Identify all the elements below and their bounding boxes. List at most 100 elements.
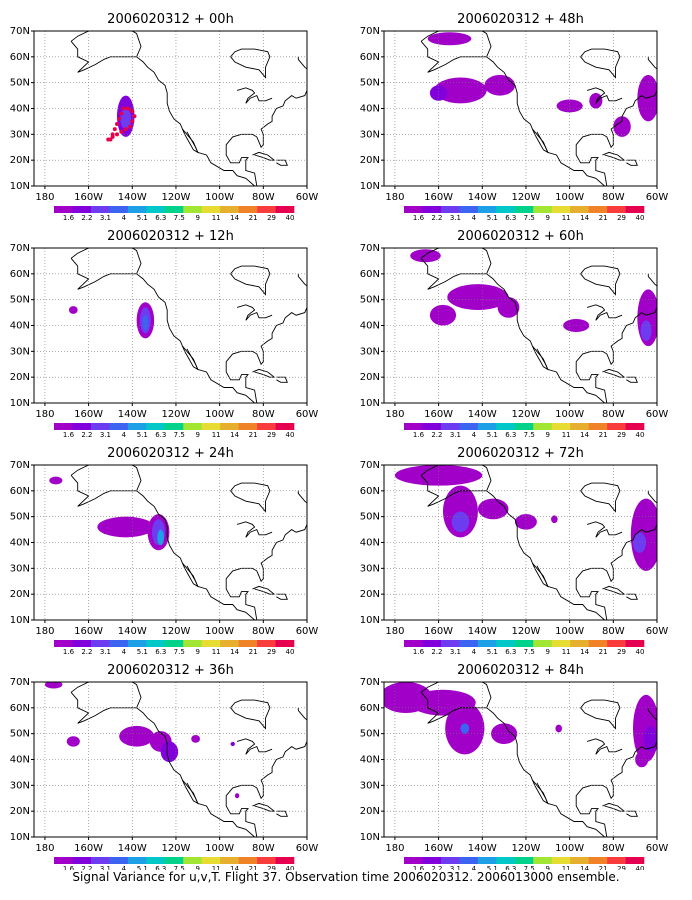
lon-label: 160W bbox=[74, 409, 103, 420]
coastline-hudson-bay bbox=[580, 48, 621, 79]
coastline-west-coast bbox=[486, 490, 607, 620]
colorbar-label: 11 bbox=[562, 648, 571, 656]
lon-label: 140W bbox=[468, 843, 497, 854]
colorbar-swatch bbox=[164, 640, 184, 647]
coastline-gulf-coast bbox=[575, 490, 657, 620]
colorbar-label: 4 bbox=[472, 214, 477, 222]
lon-label: 60W bbox=[296, 192, 319, 203]
lat-label: 10N bbox=[360, 398, 380, 409]
colorbar-swatch bbox=[201, 640, 221, 647]
lon-label: 80W bbox=[602, 192, 625, 203]
colorbar-label: 6.3 bbox=[155, 431, 166, 439]
colorbar-label: 5.1 bbox=[487, 648, 498, 656]
colorbar-swatch bbox=[551, 857, 571, 864]
coastline-west-coast bbox=[136, 56, 257, 186]
colorbar-swatch bbox=[220, 857, 239, 864]
coastline-baja bbox=[532, 563, 549, 588]
colorbar-swatch bbox=[72, 640, 92, 647]
variance-region bbox=[447, 284, 509, 311]
observation-point bbox=[112, 127, 117, 132]
variance-region bbox=[394, 465, 483, 486]
map-panel-12h: 2006020312 + 12h 70N 60N 50N 40N 30N 20N 10N 180… bbox=[10, 229, 319, 439]
colorbar-swatch bbox=[422, 423, 442, 430]
coastline-baja bbox=[182, 129, 199, 154]
colorbar-swatch bbox=[422, 206, 442, 213]
coastline-hudson-bay bbox=[580, 482, 621, 513]
coastline-baja bbox=[532, 129, 549, 154]
observation-point bbox=[119, 129, 124, 134]
variance-region bbox=[191, 734, 200, 743]
colorbar-label: 3.1 bbox=[450, 648, 461, 656]
colorbar-label: 5.1 bbox=[137, 648, 148, 656]
colorbar: 1.6 2.2 3.1 4 5.1 6.3 7.5 9 11 14 21 29 40 bbox=[54, 857, 294, 870]
colorbar-label: 21 bbox=[599, 865, 608, 870]
colorbar-label: 1.6 bbox=[413, 214, 425, 222]
lat-label: 70N bbox=[360, 243, 380, 254]
variance-region bbox=[515, 514, 537, 530]
coastline-gulf-coast bbox=[225, 490, 307, 620]
colorbar-swatch bbox=[201, 206, 221, 213]
colorbar-swatch bbox=[183, 857, 202, 864]
variance-region bbox=[451, 511, 470, 533]
lon-label: 180 bbox=[35, 192, 54, 203]
coastline-cuba bbox=[252, 151, 276, 161]
lat-label: 70N bbox=[10, 243, 30, 254]
colorbar-label: 40 bbox=[286, 648, 295, 656]
colorbar-swatch bbox=[275, 857, 295, 864]
variance-region bbox=[230, 741, 235, 747]
lat-label: 20N bbox=[10, 155, 30, 166]
lon-label: 180 bbox=[385, 409, 404, 420]
colorbar-swatch bbox=[440, 423, 460, 430]
colorbar-swatch bbox=[201, 423, 221, 430]
coastline-cuba bbox=[252, 585, 276, 595]
colorbar-label: 5.1 bbox=[137, 431, 148, 439]
colorbar-swatch bbox=[404, 206, 423, 213]
colorbar-swatch bbox=[257, 206, 276, 213]
colorbar-label: 9 bbox=[195, 431, 199, 439]
colorbar-swatch bbox=[54, 640, 73, 647]
coastline-gulf-coast bbox=[225, 273, 307, 403]
lon-label: 180 bbox=[35, 843, 54, 854]
observation-point bbox=[114, 132, 119, 137]
colorbar-swatch bbox=[459, 206, 479, 213]
lon-label: 160W bbox=[424, 843, 453, 854]
lat-label: 60N bbox=[360, 703, 380, 714]
colorbar-swatch bbox=[551, 423, 571, 430]
coastline-hispaniola bbox=[626, 810, 638, 817]
lat-label: 30N bbox=[10, 346, 30, 357]
variance-region bbox=[157, 529, 164, 546]
colorbar-label: 3.1 bbox=[450, 865, 461, 870]
colorbar-label: 40 bbox=[286, 431, 295, 439]
colorbar-swatch bbox=[164, 206, 184, 213]
lon-label: 80W bbox=[602, 626, 625, 637]
colorbar-label: 40 bbox=[636, 214, 645, 222]
colorbar-label: 29 bbox=[267, 865, 276, 870]
colorbar-label: 7.5 bbox=[174, 431, 185, 439]
lat-label: 40N bbox=[10, 321, 30, 332]
colorbar-label: 2.2 bbox=[431, 648, 442, 656]
lat-label: 40N bbox=[10, 755, 30, 766]
coastline-hudson-bay bbox=[230, 699, 271, 730]
colorbar: 1.6 2.2 3.1 4 5.1 6.3 7.5 9 11 14 21 29 40 bbox=[404, 857, 644, 870]
colorbar-swatch bbox=[146, 206, 166, 213]
colorbar-swatch bbox=[514, 640, 534, 647]
panel-title: 2006020312 + 36h bbox=[107, 663, 234, 678]
colorbar-label: 4 bbox=[472, 431, 477, 439]
colorbar-label: 1.6 bbox=[63, 214, 75, 222]
coastline-north-america bbox=[70, 682, 142, 724]
coastline-gulf-coast bbox=[225, 56, 307, 186]
coastline-baja bbox=[532, 346, 549, 371]
lat-label: 10N bbox=[360, 832, 380, 843]
lat-label: 70N bbox=[10, 26, 30, 37]
lat-label: 50N bbox=[10, 295, 30, 306]
colorbar-swatch bbox=[146, 640, 166, 647]
variance-region bbox=[68, 306, 78, 314]
colorbar-label: 9 bbox=[195, 648, 199, 656]
colorbar-label: 3.1 bbox=[450, 214, 461, 222]
lat-label: 40N bbox=[10, 538, 30, 549]
lat-label: 40N bbox=[360, 538, 380, 549]
colorbar-label: 7.5 bbox=[174, 648, 185, 656]
colorbar-swatch bbox=[183, 640, 202, 647]
colorbar-swatch bbox=[257, 640, 276, 647]
lon-label: 140W bbox=[118, 409, 147, 420]
